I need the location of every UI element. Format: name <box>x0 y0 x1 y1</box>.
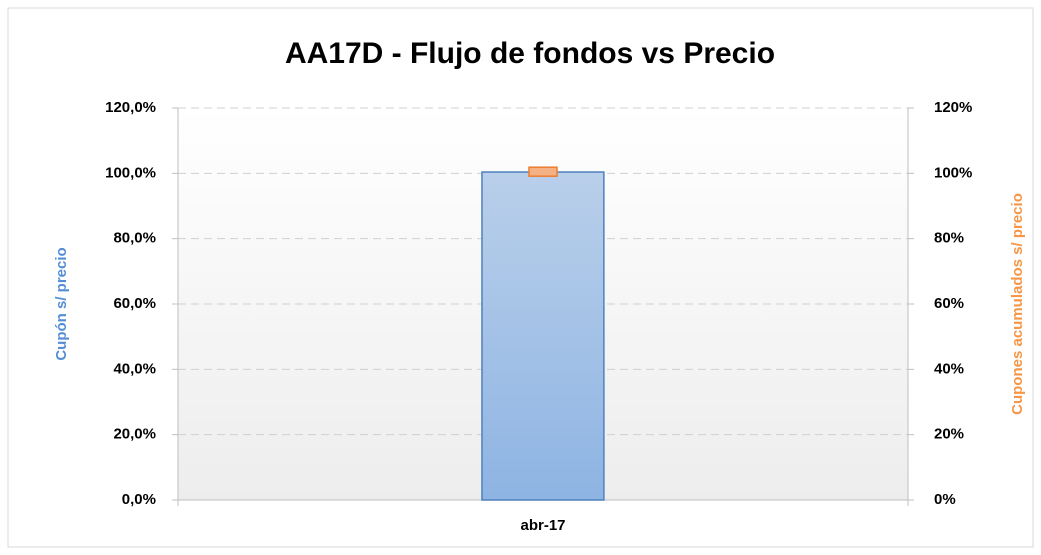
y2-tick-label: 120% <box>934 99 972 116</box>
y-tick-label: 120,0% <box>105 99 156 116</box>
y-tick-label: 60,0% <box>113 295 156 312</box>
x-tick-label: abr-17 <box>520 517 565 534</box>
y2-tick-label: 100% <box>934 164 972 181</box>
y-tick-label: 80,0% <box>113 230 156 247</box>
y2-tick-label: 60% <box>934 295 964 312</box>
y2-tick-label: 20% <box>934 426 964 443</box>
y-tick-label: 0,0% <box>122 491 156 508</box>
y2-axis-label: Cupones acumulados s/ precio <box>1009 193 1026 415</box>
y2-tick-label: 80% <box>934 230 964 247</box>
y-tick-label: 40,0% <box>113 360 156 377</box>
marker <box>528 166 558 177</box>
y-tick-label: 20,0% <box>113 426 156 443</box>
y-tick-label: 100,0% <box>105 164 156 181</box>
chart-title: AA17D - Flujo de fondos vs Precio <box>285 37 775 70</box>
y-axis-label: Cupón s/ precio <box>53 247 70 360</box>
bar <box>481 171 605 501</box>
y2-tick-label: 0% <box>934 491 956 508</box>
y2-tick-label: 40% <box>934 360 964 377</box>
